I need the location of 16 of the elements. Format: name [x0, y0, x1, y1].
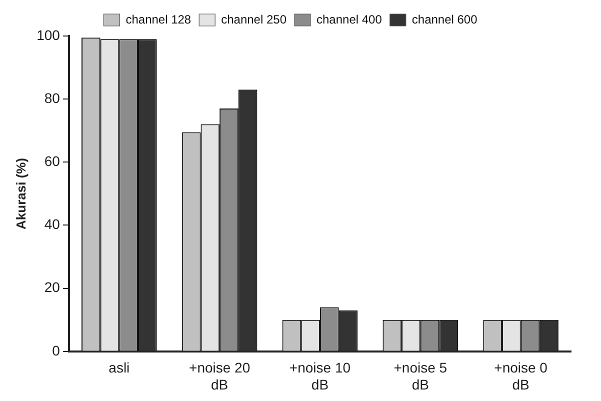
x-tick-label: +noise 20 dB: [189, 360, 250, 392]
legend-label: channel 600: [412, 12, 478, 26]
x-tick-label: asli: [108, 360, 130, 376]
legend-label: channel 400: [316, 12, 382, 26]
y-axis-title: Akurasi (%): [13, 158, 28, 230]
y-tick-label: 20: [44, 279, 60, 296]
x-tick-label: +noise 5 dB: [394, 360, 448, 392]
y-tick-label: 60: [44, 153, 60, 170]
y-tick-label: 80: [44, 90, 60, 106]
y-tick-label: 40: [44, 216, 60, 232]
y-tick-label: 0: [52, 342, 60, 358]
legend-label: channel 128: [126, 12, 192, 26]
y-tick-label: 100: [36, 26, 60, 43]
legend-label: channel 250: [221, 12, 287, 26]
x-tick-label: +noise 10 dB: [289, 360, 351, 392]
x-tick-label: +noise 0 dB: [494, 360, 548, 392]
